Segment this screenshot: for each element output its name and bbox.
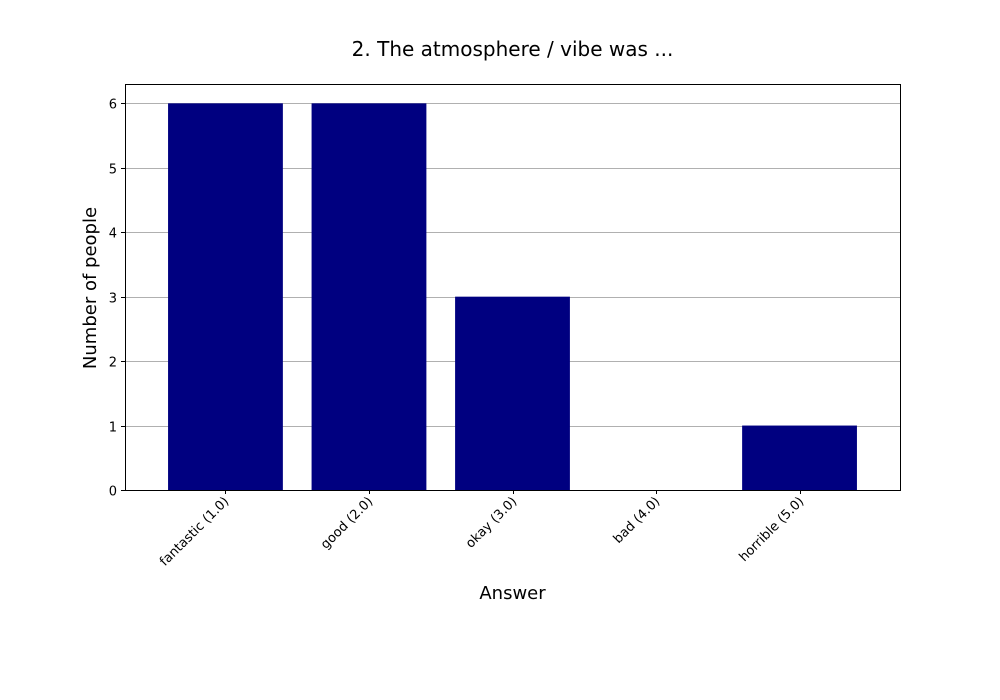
bar bbox=[168, 103, 283, 490]
y-tick-label: 6 bbox=[109, 98, 117, 113]
y-tick-label: 1 bbox=[109, 421, 117, 436]
y-tick-label: 5 bbox=[109, 163, 117, 178]
chart-title: 2. The atmosphere / vibe was ... bbox=[352, 37, 674, 61]
y-tick-label: 2 bbox=[109, 356, 117, 371]
plot-frame bbox=[125, 84, 901, 491]
x-tick-label: fantastic (1.0) bbox=[157, 494, 232, 569]
x-tick-label: bad (4.0) bbox=[611, 494, 664, 547]
x-tick-label: horrible (5.0) bbox=[737, 494, 808, 565]
y-tick-label: 3 bbox=[109, 292, 117, 307]
y-axis-label: Number of people bbox=[80, 207, 101, 369]
x-tick-label: good (2.0) bbox=[318, 494, 376, 552]
bar bbox=[311, 103, 427, 490]
bar bbox=[455, 296, 570, 490]
x-axis-label: Answer bbox=[479, 583, 546, 604]
y-tick-label: 4 bbox=[109, 227, 117, 242]
bar bbox=[742, 425, 857, 490]
x-tick-label: okay (3.0) bbox=[463, 494, 520, 551]
bars bbox=[168, 103, 857, 490]
y-tick-label: 0 bbox=[109, 485, 117, 500]
